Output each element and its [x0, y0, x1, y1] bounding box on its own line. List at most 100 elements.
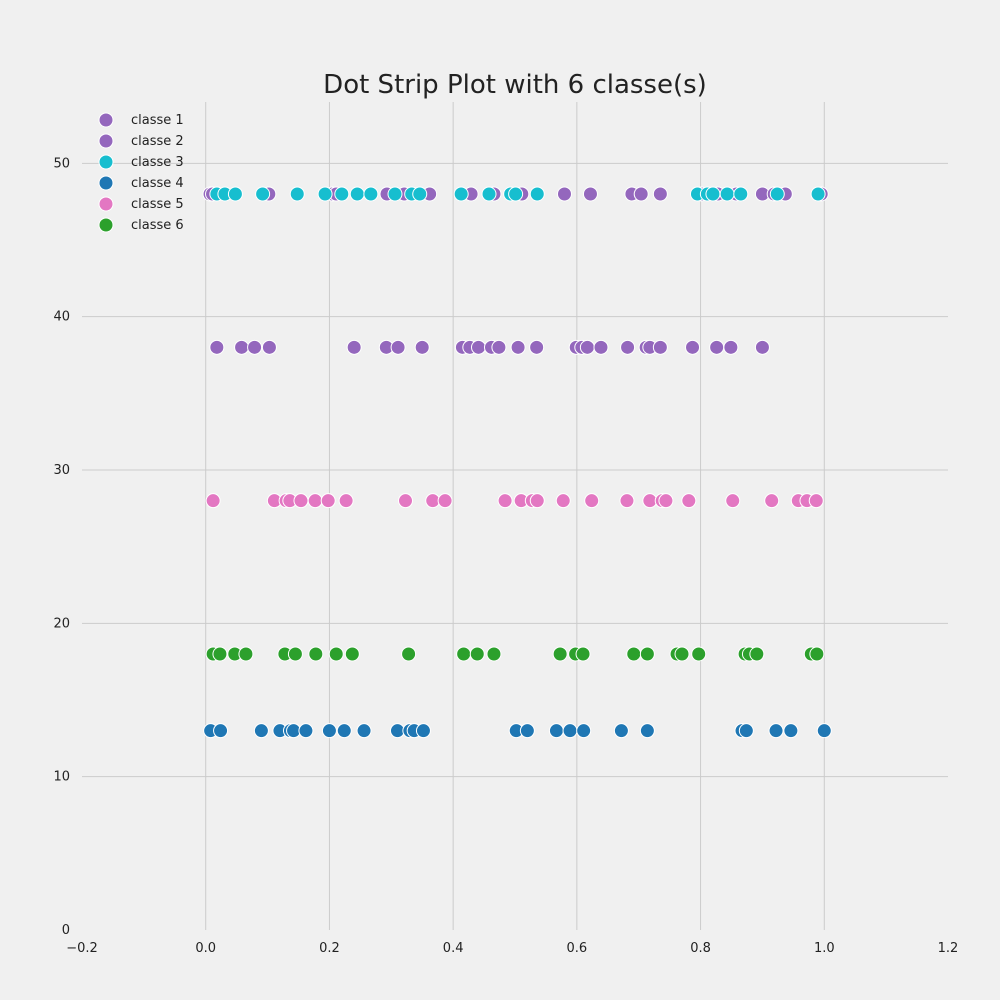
data-point — [529, 186, 545, 202]
data-point — [234, 339, 250, 355]
data-point — [519, 723, 535, 739]
data-point — [809, 646, 825, 662]
data-point — [336, 723, 352, 739]
x-tick-label: 1.2 — [938, 941, 959, 956]
x-tick-label: 0.2 — [319, 941, 340, 956]
data-point — [719, 186, 735, 202]
data-point — [764, 493, 780, 509]
x-tick-label: 0.0 — [195, 941, 216, 956]
data-point — [510, 339, 526, 355]
data-point — [390, 339, 406, 355]
data-point — [685, 339, 701, 355]
data-point — [613, 723, 629, 739]
legend-label: classe 2 — [131, 134, 184, 149]
series-2 — [209, 339, 770, 355]
y-tick-label: 0 — [62, 923, 70, 938]
series-4 — [203, 723, 832, 739]
data-point — [639, 646, 655, 662]
data-point — [398, 493, 414, 509]
x-tick-label: 1.0 — [814, 941, 835, 956]
data-point — [639, 723, 655, 739]
data-point — [349, 186, 365, 202]
data-points — [202, 186, 832, 739]
x-tick-label: −0.2 — [66, 941, 98, 956]
data-point — [754, 339, 770, 355]
data-point — [508, 186, 524, 202]
legend-label: classe 4 — [131, 176, 184, 191]
data-point — [261, 339, 277, 355]
legend-label: classe 5 — [131, 197, 184, 212]
data-point — [575, 646, 591, 662]
data-point — [205, 493, 221, 509]
data-point — [681, 493, 697, 509]
data-point — [209, 339, 225, 355]
data-point — [491, 339, 507, 355]
data-point — [529, 493, 545, 509]
data-point — [768, 723, 784, 739]
data-point — [471, 339, 487, 355]
data-point — [469, 646, 485, 662]
data-point — [552, 646, 568, 662]
data-point — [320, 493, 336, 509]
data-point — [328, 646, 344, 662]
legend-marker — [98, 175, 114, 191]
y-axis-ticks: 0 10 20 30 40 50 — [53, 156, 70, 938]
x-tick-label: 0.4 — [443, 941, 464, 956]
data-point — [709, 339, 725, 355]
data-point — [415, 723, 431, 739]
data-point — [307, 493, 323, 509]
data-point — [555, 493, 571, 509]
data-point — [723, 339, 739, 355]
data-point — [334, 186, 350, 202]
data-point — [584, 493, 600, 509]
data-point — [579, 339, 595, 355]
data-point — [456, 646, 472, 662]
legend-marker — [98, 154, 114, 170]
data-point — [213, 723, 229, 739]
legend-marker — [98, 112, 114, 128]
chart-title: Dot Strip Plot with 6 classe(s) — [323, 70, 707, 100]
data-point — [227, 186, 243, 202]
data-point — [212, 646, 228, 662]
data-point — [633, 186, 649, 202]
x-axis-ticks: −0.2 0.0 0.2 0.4 0.6 0.8 1.0 1.2 — [66, 941, 958, 956]
y-tick-label: 30 — [53, 463, 70, 478]
data-point — [562, 723, 578, 739]
legend-label: classe 6 — [131, 218, 184, 233]
legend: classe 1 classe 2 classe 3 classe 4 classe 5… — [98, 112, 184, 233]
data-point — [576, 723, 592, 739]
data-point — [253, 723, 269, 739]
data-point — [705, 186, 721, 202]
data-point — [363, 186, 379, 202]
data-point — [582, 186, 598, 202]
series-3 — [209, 186, 826, 202]
x-tick-label: 0.8 — [690, 941, 711, 956]
data-point — [556, 186, 572, 202]
data-point — [691, 646, 707, 662]
data-point — [437, 493, 453, 509]
data-point — [529, 339, 545, 355]
legend-marker — [98, 133, 114, 149]
x-tick-label: 0.6 — [567, 941, 588, 956]
data-point — [497, 493, 513, 509]
data-point — [247, 339, 263, 355]
data-point — [810, 186, 826, 202]
data-point — [321, 723, 337, 739]
data-point — [593, 339, 609, 355]
y-tick-label: 20 — [53, 616, 70, 631]
legend-marker — [98, 196, 114, 212]
y-tick-label: 40 — [53, 310, 70, 325]
data-point — [658, 493, 674, 509]
legend-marker — [98, 217, 114, 233]
data-point — [238, 646, 254, 662]
series-6 — [205, 646, 825, 662]
data-point — [287, 646, 303, 662]
data-point — [808, 493, 824, 509]
legend-label: classe 3 — [131, 155, 184, 170]
data-point — [619, 493, 635, 509]
y-tick-label: 10 — [53, 770, 70, 785]
data-point — [674, 646, 690, 662]
data-point — [652, 186, 668, 202]
data-point — [412, 186, 428, 202]
data-point — [289, 186, 305, 202]
